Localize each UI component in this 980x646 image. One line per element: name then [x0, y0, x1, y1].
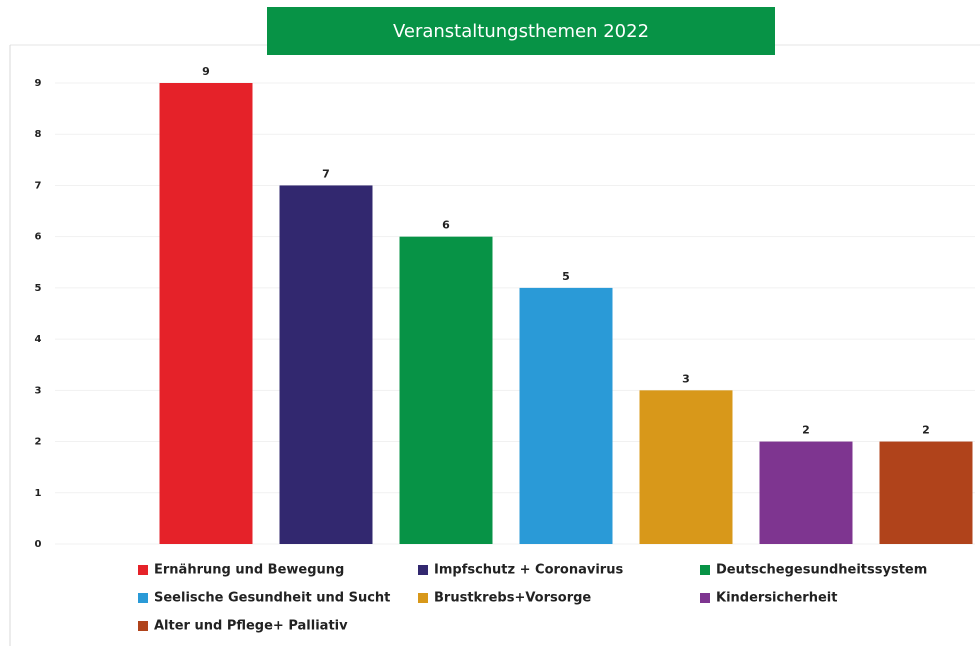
y-tick-label: 8 [35, 129, 42, 140]
chart-title: Veranstaltungsthemen 2022 [393, 21, 649, 42]
bar [519, 287, 613, 544]
value-label: 7 [322, 167, 330, 180]
value-label: 2 [922, 424, 930, 437]
legend-label: Seelische Gesundheit und Sucht [154, 591, 390, 606]
y-tick-label: 3 [35, 385, 42, 396]
y-tick-label: 6 [35, 232, 42, 243]
bar [759, 441, 853, 544]
legend-swatch [700, 565, 710, 575]
y-tick-label: 0 [35, 539, 42, 550]
legend-label: Alter und Pflege+ Palliativ [154, 619, 348, 634]
value-label: 9 [202, 65, 210, 78]
bar [279, 185, 373, 544]
title-box [267, 7, 775, 55]
legend-swatch [700, 593, 710, 603]
bar [399, 236, 493, 544]
y-tick-label: 4 [35, 334, 42, 345]
legend-label: Kindersicherheit [716, 591, 837, 606]
y-tick-label: 2 [35, 437, 42, 448]
bar [159, 83, 253, 544]
legend-swatch [418, 593, 428, 603]
legend-swatch [138, 621, 148, 631]
value-label: 6 [442, 219, 450, 232]
legend-swatch [418, 565, 428, 575]
legend-label: Deutschegesundheitssystem [716, 563, 927, 578]
legend-swatch [138, 593, 148, 603]
value-label: 5 [562, 270, 570, 283]
y-tick-label: 5 [35, 283, 42, 294]
legend-swatch [138, 565, 148, 575]
y-tick-label: 7 [35, 180, 42, 191]
legend-label: Impfschutz + Coronavirus [434, 563, 623, 578]
y-tick-label: 1 [35, 488, 42, 499]
y-tick-label: 9 [35, 78, 42, 89]
bar [879, 441, 973, 544]
legend-label: Brustkrebs+Vorsorge [434, 591, 591, 606]
value-label: 3 [682, 372, 690, 385]
legend-label: Ernährung und Bewegung [154, 563, 344, 578]
value-label: 2 [802, 424, 810, 437]
bar [639, 390, 733, 544]
